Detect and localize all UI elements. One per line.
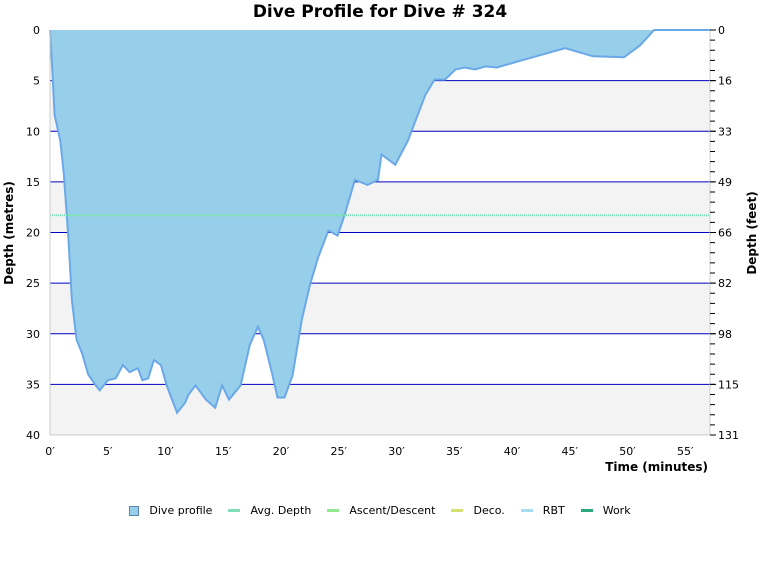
svg-text:15: 15 xyxy=(26,176,40,189)
svg-text:10: 10 xyxy=(26,125,40,138)
x-axis-label: Time (minutes) xyxy=(605,460,708,474)
svg-text:115: 115 xyxy=(718,378,739,391)
dive-profile-swatch-icon xyxy=(129,505,140,516)
svg-text:49: 49 xyxy=(718,176,732,189)
plot-area: 0 5 10 15 20 25 30 35 40 0 16 33 49 66 82 98 115 131 0′ 5… xyxy=(2,24,759,474)
svg-text:0: 0 xyxy=(33,24,40,37)
legend-item-dive-profile[interactable]: Dive profile xyxy=(129,504,212,517)
y-axis-right-ticks: 0 16 33 49 66 82 98 115 131 xyxy=(710,24,739,442)
svg-text:50′: 50′ xyxy=(619,445,636,458)
ascent-descent-swatch-icon xyxy=(327,509,340,512)
svg-text:10′: 10′ xyxy=(157,445,174,458)
avg-depth-swatch-icon xyxy=(228,509,241,512)
deco-swatch-icon xyxy=(451,509,464,512)
svg-text:5′: 5′ xyxy=(103,445,113,458)
svg-text:33: 33 xyxy=(718,125,732,138)
legend-label: Deco. xyxy=(473,504,505,517)
legend-label: RBT xyxy=(542,504,565,517)
work-swatch-icon xyxy=(580,509,593,512)
svg-text:15′: 15′ xyxy=(215,445,232,458)
dive-profile-area xyxy=(50,30,711,413)
dive-profile-line xyxy=(49,29,711,415)
svg-text:25: 25 xyxy=(26,277,40,290)
svg-text:66: 66 xyxy=(718,227,732,240)
legend-label: Avg. Depth xyxy=(250,504,312,517)
svg-text:35′: 35′ xyxy=(446,445,463,458)
svg-text:98: 98 xyxy=(718,328,732,341)
svg-text:25′: 25′ xyxy=(331,445,348,458)
rbt-swatch-icon xyxy=(520,509,533,512)
y-axis-left-ticks: 0 5 10 15 20 25 30 35 40 xyxy=(26,24,40,442)
svg-text:30′: 30′ xyxy=(388,445,405,458)
svg-text:16: 16 xyxy=(718,75,732,88)
legend-item-ascent-descent[interactable]: Ascent/Descent xyxy=(327,504,435,517)
legend-item-avg-depth[interactable]: Avg. Depth xyxy=(228,504,311,517)
svg-text:0: 0 xyxy=(718,24,725,37)
x-axis-ticks: 0′ 5′ 10′ 15′ 20′ 25′ 30′ 35′ 40′ 45′ 50′ 55′ xyxy=(45,445,694,458)
legend: Dive profile Avg. Depth Ascent/Descent D… xyxy=(0,504,760,517)
svg-text:20: 20 xyxy=(26,227,40,240)
svg-text:30: 30 xyxy=(26,328,40,341)
y-axis-left-label: Depth (metres) xyxy=(2,181,16,285)
svg-text:5: 5 xyxy=(33,75,40,88)
legend-label: Dive profile xyxy=(149,504,213,517)
legend-label: Ascent/Descent xyxy=(349,504,436,517)
svg-text:82: 82 xyxy=(718,277,732,290)
svg-text:55′: 55′ xyxy=(677,445,694,458)
legend-label: Work xyxy=(602,504,631,517)
legend-item-deco[interactable]: Deco. xyxy=(451,504,505,517)
svg-text:20′: 20′ xyxy=(273,445,290,458)
legend-item-rbt[interactable]: RBT xyxy=(520,504,565,517)
legend-item-work[interactable]: Work xyxy=(580,504,631,517)
y-axis-right-label: Depth (feet) xyxy=(745,191,759,274)
svg-text:0′: 0′ xyxy=(45,445,55,458)
svg-text:45′: 45′ xyxy=(562,445,579,458)
svg-text:35: 35 xyxy=(26,378,40,391)
svg-text:40′: 40′ xyxy=(504,445,521,458)
svg-text:40: 40 xyxy=(26,429,40,442)
chart-title: Dive Profile for Dive # 324 xyxy=(252,2,508,22)
svg-text:131: 131 xyxy=(718,429,739,442)
